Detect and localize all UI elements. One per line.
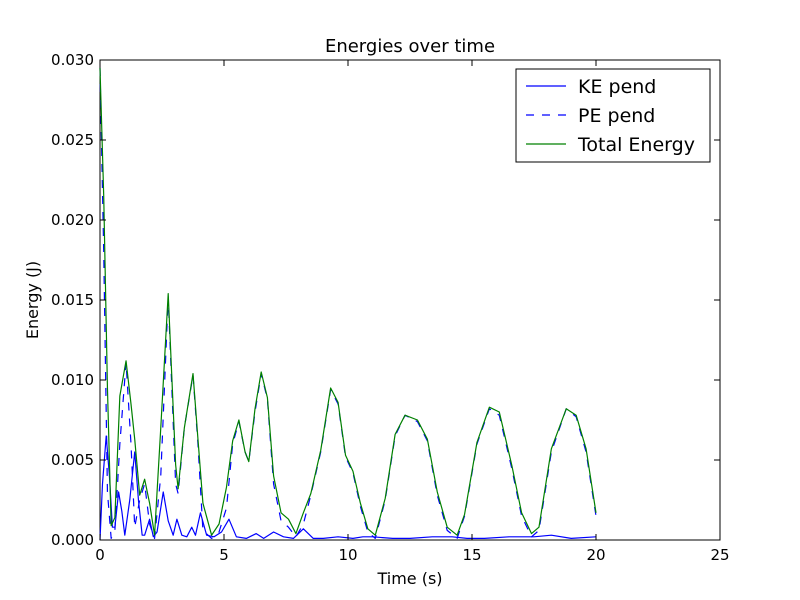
- y-tick-label: 0.005: [51, 451, 94, 469]
- x-tick-label: 10: [338, 546, 357, 564]
- y-axis-label: Energy (J): [23, 261, 42, 339]
- x-axis-label: Time (s): [376, 569, 442, 588]
- y-tick-label: 0.030: [51, 51, 94, 69]
- x-tick-label: 5: [219, 546, 229, 564]
- y-tick-label: 0.020: [51, 211, 94, 229]
- x-tick-label: 0: [95, 546, 105, 564]
- x-tick-label: 15: [462, 546, 481, 564]
- y-tick-label: 0.025: [51, 131, 94, 149]
- y-tick-label: 0.015: [51, 291, 94, 309]
- legend-label-pe-pend: PE pend: [578, 105, 655, 127]
- chart-title: Energies over time: [325, 36, 495, 57]
- series-line-total-energy: [99, 67, 597, 536]
- y-tick-label: 0.000: [51, 531, 94, 549]
- x-tick-label: 20: [586, 546, 605, 564]
- legend: KE pend PE pend Total Energy: [515, 68, 711, 163]
- y-tick-label: 0.010: [51, 371, 94, 389]
- legend-label-total-energy: Total Energy: [577, 134, 695, 156]
- series-layer: [99, 67, 597, 541]
- legend-label-ke-pend: KE pend: [578, 76, 656, 98]
- tick-layer: 0 5 10 15 20 25 0.000 0.005 0.010 0.015 0.020 0.025…: [51, 51, 730, 564]
- series-line-ke-pend: [99, 435, 597, 541]
- x-tick-label: 25: [710, 546, 729, 564]
